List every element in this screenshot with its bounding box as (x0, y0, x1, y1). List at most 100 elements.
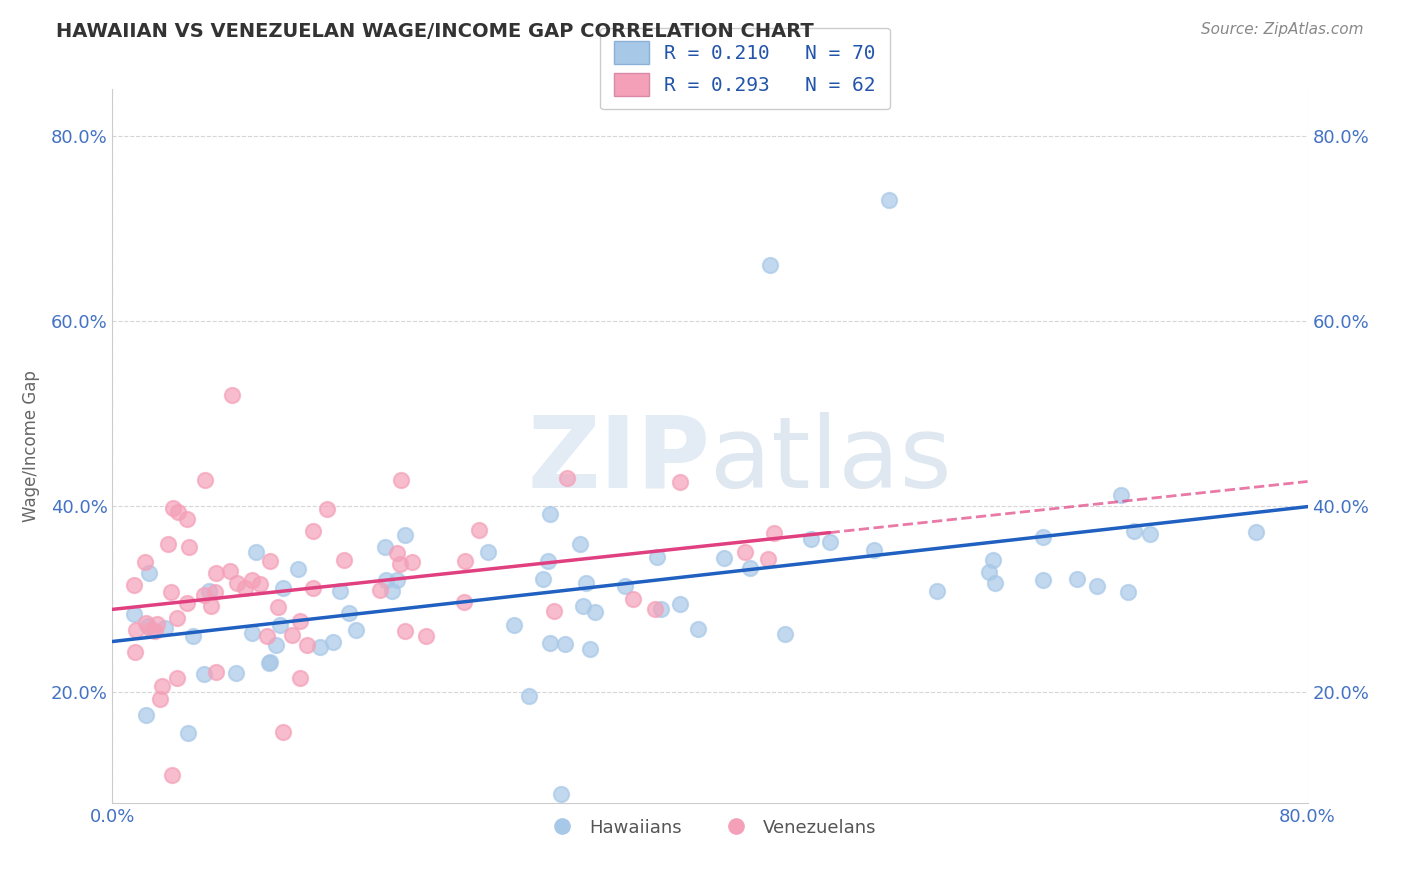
Point (135, 615, 157, 630)
Point (162, 501, 184, 516)
Point (477, 545, 499, 559)
Point (818, 534, 841, 549)
Point (344, 623, 367, 637)
Point (135, 707, 157, 722)
Point (218, 564, 240, 578)
Point (176, 596, 198, 610)
Point (385, 573, 408, 587)
Point (249, 577, 271, 591)
Point (569, 537, 592, 551)
Point (225, 576, 247, 591)
Point (503, 617, 526, 632)
Point (762, 525, 785, 540)
Point (287, 562, 309, 576)
Point (879, 194, 901, 208)
Point (146, 617, 169, 632)
Point (333, 553, 356, 567)
Point (555, 471, 578, 485)
Point (381, 584, 404, 599)
Point (280, 628, 302, 642)
Text: HAWAIIAN VS VENEZUELAN WAGE/INCOME GAP CORRELATION CHART: HAWAIIAN VS VENEZUELAN WAGE/INCOME GAP C… (56, 22, 814, 41)
Point (122, 577, 145, 591)
Point (1066, 572, 1088, 586)
Point (301, 524, 323, 538)
Point (925, 583, 948, 598)
Point (688, 622, 710, 636)
Point (389, 473, 412, 487)
Point (221, 388, 243, 402)
Point (193, 667, 215, 681)
Point (193, 588, 215, 602)
Point (1139, 526, 1161, 541)
Point (453, 554, 475, 568)
Point (394, 624, 416, 638)
Point (271, 725, 294, 739)
Text: atlas: atlas (710, 412, 952, 508)
Point (583, 605, 606, 619)
Point (734, 545, 756, 559)
Text: ZIP: ZIP (527, 412, 710, 508)
Point (194, 473, 217, 487)
Point (337, 607, 360, 621)
Point (1244, 525, 1267, 540)
Point (1087, 579, 1109, 593)
Point (389, 557, 412, 571)
Point (136, 619, 159, 633)
Point (288, 614, 311, 628)
Point (738, 561, 761, 575)
Point (669, 597, 692, 611)
Point (267, 600, 290, 615)
Point (155, 621, 177, 635)
Point (1031, 573, 1053, 587)
Point (370, 583, 392, 598)
Point (385, 546, 408, 560)
Point (225, 665, 247, 680)
Point (166, 611, 188, 625)
Point (984, 575, 1007, 590)
Point (256, 629, 278, 643)
Point (468, 523, 491, 537)
Point (531, 572, 554, 586)
Point (139, 624, 162, 638)
Point (1123, 524, 1146, 538)
Point (150, 679, 173, 693)
Point (264, 638, 287, 652)
Point (645, 550, 668, 565)
Point (453, 595, 475, 609)
Point (245, 545, 267, 559)
Point (149, 692, 172, 706)
Point (644, 602, 666, 616)
Point (575, 576, 598, 591)
Point (176, 512, 198, 526)
Point (157, 537, 180, 551)
Point (240, 625, 263, 640)
Point (322, 635, 344, 649)
Point (259, 655, 281, 669)
Point (271, 581, 294, 595)
Point (316, 502, 339, 516)
Point (162, 768, 183, 782)
Point (621, 592, 644, 607)
Point (374, 540, 396, 554)
Point (166, 671, 188, 685)
Point (756, 552, 779, 566)
Point (517, 689, 540, 703)
Point (538, 636, 561, 650)
Point (979, 566, 1001, 580)
Point (259, 554, 281, 568)
Point (124, 607, 146, 622)
Point (669, 475, 692, 490)
Point (143, 624, 166, 639)
Point (550, 787, 572, 801)
Point (181, 629, 204, 643)
Point (800, 532, 823, 546)
Point (235, 581, 257, 595)
Y-axis label: Wage/Income Gap: Wage/Income Gap (21, 370, 39, 522)
Point (554, 637, 576, 651)
Point (981, 552, 1004, 566)
Point (759, 258, 782, 272)
Point (713, 550, 735, 565)
Point (862, 543, 884, 558)
Point (543, 604, 565, 618)
Point (138, 566, 160, 580)
